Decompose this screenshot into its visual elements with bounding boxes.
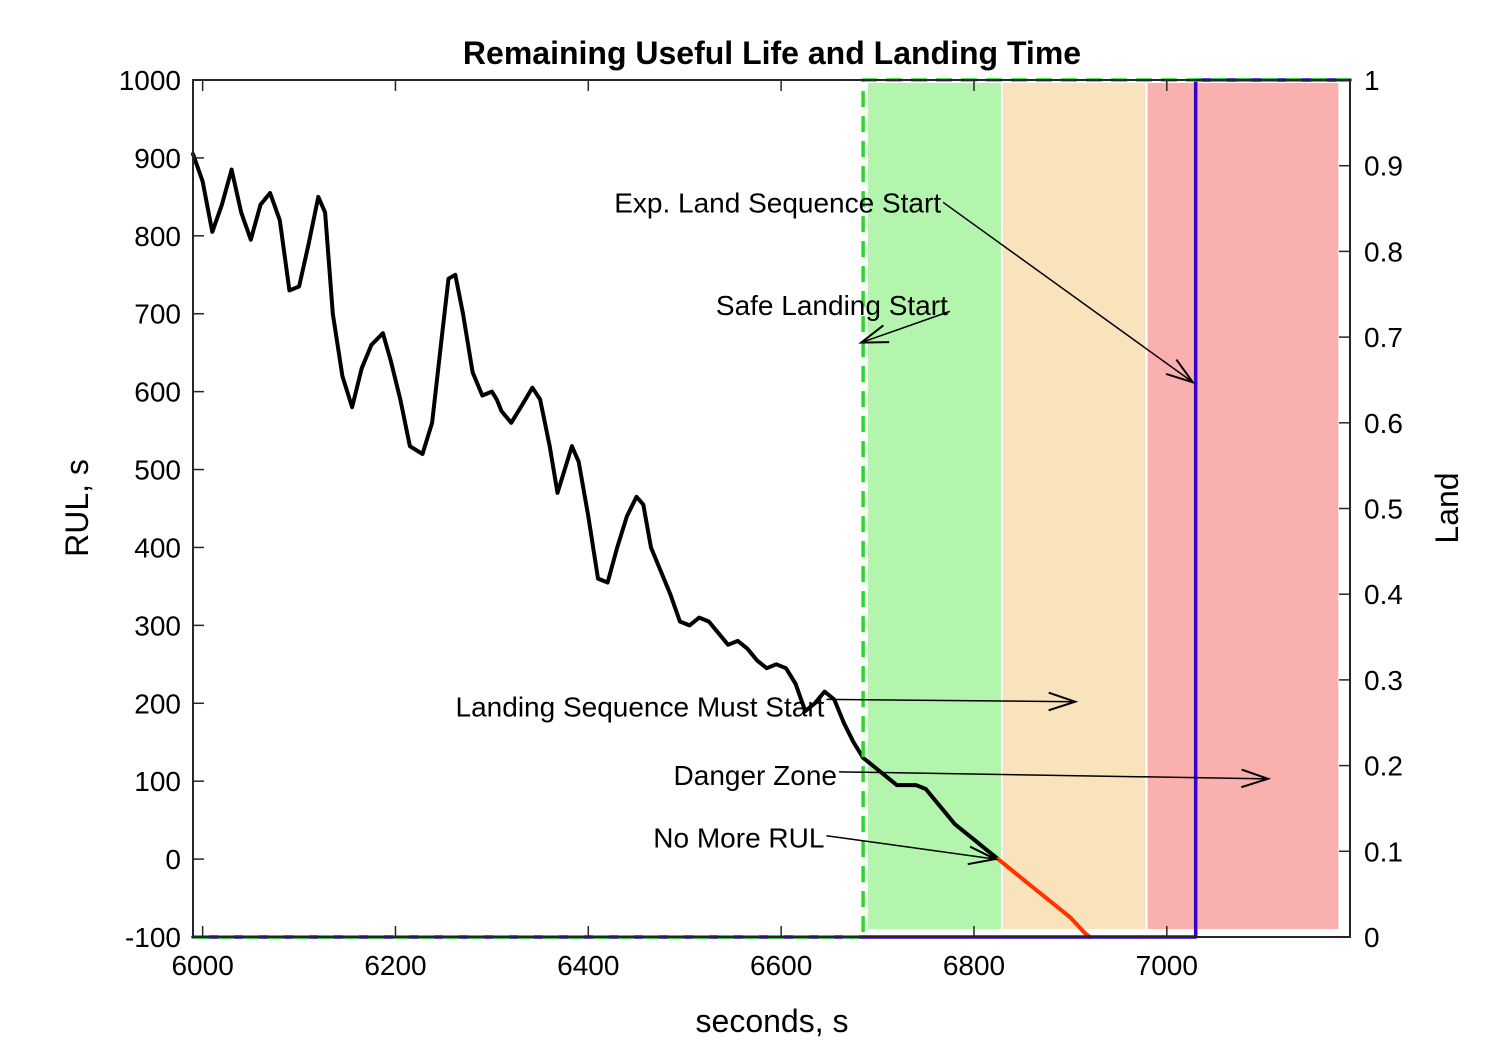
y2-tick-label: 0.3 <box>1364 665 1403 696</box>
annotation-danger-zone: Danger Zone <box>674 760 837 791</box>
y2-tick-label: 0.9 <box>1364 151 1403 182</box>
y-tick-label: 700 <box>134 299 181 330</box>
y-tick-label: 500 <box>134 455 181 486</box>
annotations-layer: Exp. Land Sequence Start Safe Landing Sta… <box>456 187 1272 866</box>
y-tick-label: 800 <box>134 221 181 252</box>
zone-danger <box>1147 83 1339 929</box>
y-axis-label: RUL, s <box>59 459 95 557</box>
x-tick-label: 6000 <box>171 950 233 981</box>
y2-tick-label: 0.4 <box>1364 579 1403 610</box>
y2-tick-label: 1 <box>1364 65 1380 96</box>
y-tick-label: 1000 <box>119 65 181 96</box>
annotation-arrow-danger-zone <box>838 771 1269 780</box>
series-rul <box>191 152 1001 862</box>
chart-title: Remaining Useful Life and Landing Time <box>463 35 1081 71</box>
y2-tick-label: 0.7 <box>1364 322 1403 353</box>
annotation-no-more-rul: No More RUL <box>653 822 824 853</box>
annotation-exp-land-sequence-start: Exp. Land Sequence Start <box>614 187 941 218</box>
x-tick-label: 6400 <box>557 950 619 981</box>
x-tick-label: 6800 <box>943 950 1005 981</box>
y2-tick-label: 0.8 <box>1364 236 1403 267</box>
annotation-arrowhead-landing-sequence-must-start <box>1048 691 1079 712</box>
y2-tick-label: 0 <box>1364 922 1380 953</box>
y-tick-label: 100 <box>134 766 181 797</box>
annotation-arrowhead-danger-zone <box>1240 768 1272 789</box>
y2-tick-label: 0.6 <box>1364 408 1403 439</box>
x-axis-label: seconds, s <box>696 1003 849 1039</box>
annotation-landing-sequence-must-start: Landing Sequence Must Start <box>456 691 825 722</box>
y-tick-label: 0 <box>165 844 181 875</box>
x-tick-label: 6600 <box>750 950 812 981</box>
series-rul-negative <box>996 857 1092 939</box>
annotation-arrow-safe-landing-start <box>860 310 951 344</box>
annotation-arrow-exp-land-sequence-start <box>942 201 1194 383</box>
annotation-arrow-landing-sequence-must-start <box>826 698 1076 703</box>
y2-axis-label: Land <box>1429 472 1465 543</box>
annotation-arrow-no-more-rul <box>826 834 996 860</box>
zone-safe <box>867 83 1001 929</box>
ticks-layer: 6000 6200 6400 6600 6800 7000-100010020030040… <box>119 65 1403 981</box>
x-tick-label: 6200 <box>364 950 426 981</box>
y-tick-label: 200 <box>134 688 181 719</box>
annotation-arrowhead-safe-landing-start <box>858 324 890 344</box>
annotation-arrowhead-exp-land-sequence-start <box>1165 359 1196 385</box>
y-tick-label: 400 <box>134 532 181 563</box>
zones-layer <box>867 83 1339 929</box>
zone-landing-required <box>1002 83 1146 929</box>
y-tick-label: 300 <box>134 610 181 641</box>
y2-tick-label: 0.1 <box>1364 836 1403 867</box>
annotation-arrowhead-no-more-rul <box>967 845 999 866</box>
y-tick-label: 900 <box>134 143 181 174</box>
x-tick-label: 7000 <box>1136 950 1198 981</box>
y-tick-label: -100 <box>125 922 181 953</box>
y-tick-label: 600 <box>134 377 181 408</box>
y2-tick-label: 0.2 <box>1364 751 1403 782</box>
y2-tick-label: 0.5 <box>1364 494 1403 525</box>
annotation-safe-landing-start: Safe Landing Start <box>716 290 948 321</box>
